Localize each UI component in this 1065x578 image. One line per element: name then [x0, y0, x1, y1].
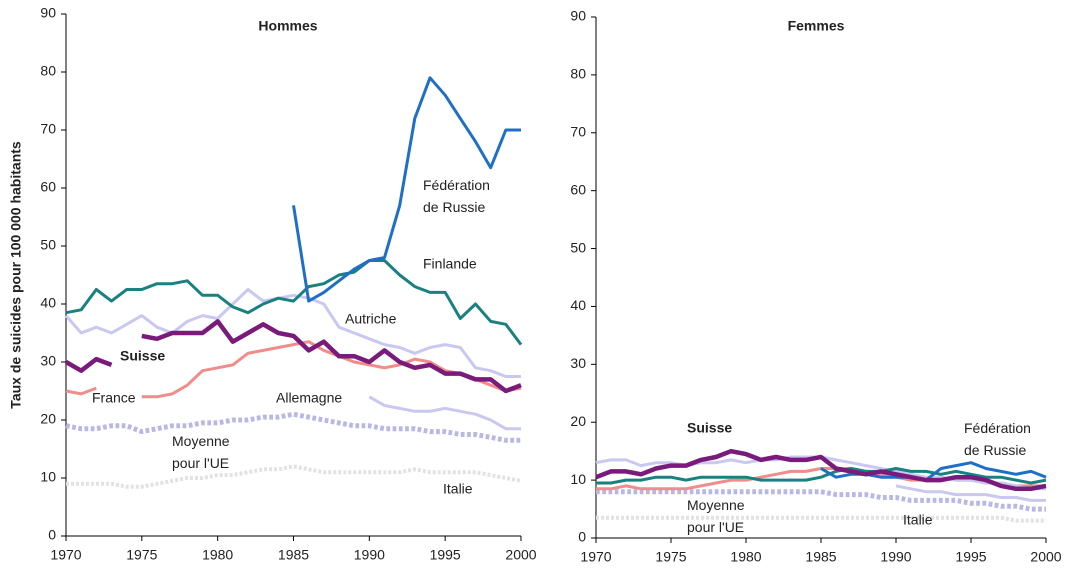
y-axis-label: Taux de suicides pour 100 000 habitants	[8, 141, 24, 409]
y-tick-label: 20	[570, 413, 586, 429]
x-tick-label: 1985	[278, 547, 309, 563]
y-tick-label: 80	[40, 63, 56, 79]
series-label: Suisse	[687, 420, 732, 436]
series-label: Italie	[443, 481, 473, 497]
series-label: Moyenne pour l'UE	[172, 433, 233, 471]
chart-title: Femmes	[788, 18, 845, 34]
series-label-line: de Russie	[423, 199, 485, 215]
series-line	[596, 489, 1046, 512]
series-line	[895, 484, 1046, 502]
y-tick-label: 90	[570, 8, 586, 24]
x-tick-label: 1985	[805, 549, 836, 565]
x-tick-label: 1995	[955, 549, 986, 565]
y-tick-label: 30	[40, 353, 56, 369]
x-tick-label: 2000	[505, 547, 536, 563]
series-label: Allemagne	[276, 390, 342, 406]
series-label-line: pour l'UE	[687, 519, 744, 535]
x-tick-label: 1990	[354, 547, 385, 563]
series-label-line: Moyenne	[172, 433, 233, 449]
series-line	[64, 288, 521, 378]
y-tick-label: 60	[570, 181, 586, 197]
y-tick-label: 80	[570, 66, 586, 82]
y-tick-label: 0	[48, 527, 56, 543]
y-tick-label: 0	[578, 529, 586, 545]
series-line	[292, 76, 521, 303]
series-label: Moyenne pour l'UE	[687, 497, 748, 535]
y-tick-label: 40	[570, 297, 586, 313]
x-tick-label: 1970	[580, 549, 611, 565]
series-line	[64, 319, 522, 394]
y-tick-label: 30	[570, 355, 586, 371]
series-label-line: Fédération	[964, 420, 1035, 436]
y-tick-label: 90	[40, 5, 56, 21]
y-tick-label: 10	[40, 469, 56, 485]
series-line	[368, 395, 521, 431]
chart-title: Hommes	[258, 18, 317, 34]
series-label: Fédération de Russie	[423, 177, 494, 215]
series-line	[596, 467, 1047, 485]
x-tick-label: 2000	[1030, 549, 1061, 565]
y-tick-label: 50	[40, 237, 56, 253]
series-label-line: Fédération	[423, 177, 494, 193]
x-tick-label: 1975	[126, 547, 157, 563]
y-tick-label: 10	[570, 471, 586, 487]
y-tick-label: 70	[570, 123, 586, 139]
series-label: Autriche	[345, 311, 397, 327]
x-tick-label: 1980	[202, 547, 233, 563]
series-line	[596, 515, 1046, 523]
x-tick-label: 1980	[730, 549, 761, 565]
series-label-line: de Russie	[964, 442, 1026, 458]
series-line	[66, 464, 522, 489]
series-label: Suisse	[120, 348, 165, 364]
y-tick-label: 70	[40, 121, 56, 137]
x-tick-label: 1975	[655, 549, 686, 565]
series-label-line: pour l'UE	[172, 455, 229, 471]
x-tick-label: 1970	[50, 547, 81, 563]
series-label: Finlande	[423, 256, 477, 272]
series-label: France	[92, 390, 136, 406]
y-tick-label: 50	[570, 239, 586, 255]
series-label-line: Moyenne	[687, 497, 748, 513]
series-line	[65, 259, 523, 346]
series-label: Italie	[903, 512, 933, 528]
series-label: Fédération de Russie	[964, 420, 1035, 458]
series-line	[65, 411, 521, 443]
series-line	[595, 448, 1047, 492]
y-tick-label: 60	[40, 179, 56, 195]
x-tick-label: 1990	[880, 549, 911, 565]
y-tick-label: 40	[40, 295, 56, 311]
y-tick-label: 20	[40, 411, 56, 427]
x-tick-label: 1995	[430, 547, 461, 563]
series-line	[595, 455, 1046, 491]
